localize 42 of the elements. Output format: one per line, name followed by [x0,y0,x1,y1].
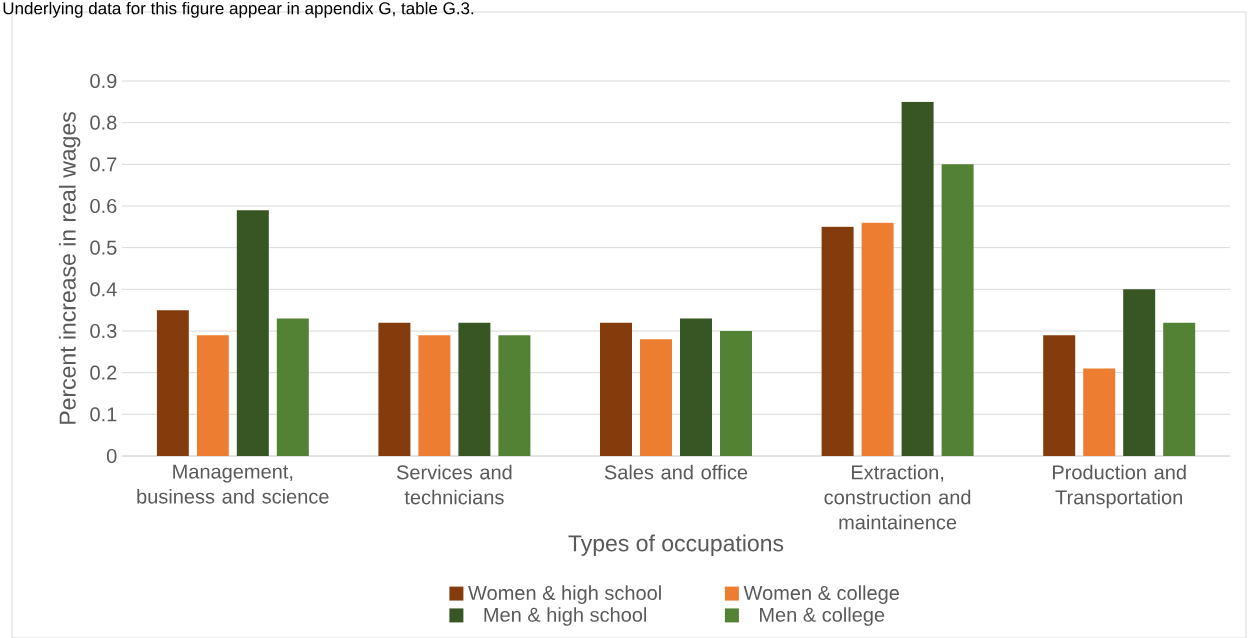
x-tick-label: Extraction, construction and maintainence [824,464,971,530]
bar [1123,289,1156,456]
bar [1083,368,1116,456]
legend-label: Women & high school [468,585,661,604]
y-tick-label: 0.9 [90,73,117,89]
bar [861,222,894,456]
bar [236,210,269,456]
bar [680,318,712,456]
bar [378,322,411,456]
bar [901,101,934,456]
legend-label: Men & college [760,607,885,626]
x-tick-label: Sales and office [604,464,748,480]
y-tick-label: 0 [106,448,117,464]
y-tick-label: 0.8 [90,115,117,130]
bar [498,335,531,456]
x-axis-title: Types of occupations [568,534,784,556]
legend-label: Women & college [743,585,900,604]
y-tick-label: 0.5 [90,240,117,255]
bar [1163,322,1196,456]
y-tick-label: 0.7 [90,157,117,172]
bar [418,335,451,456]
bar [458,322,491,456]
y-tick-label: 0.1 [90,407,117,422]
bar [821,226,854,456]
bar [156,310,189,456]
x-tick-label: Services and technicians [396,464,512,505]
bar [720,330,753,456]
y-tick-label: 0.4 [90,282,117,297]
bar [1043,335,1076,456]
x-tick-label: Management, business and science [137,464,329,504]
bar [600,322,632,456]
text: Underlying data for this figure appear in appendix G, table G.3. [3,1,474,18]
y-tick-label: 0.2 [90,365,117,380]
x-tick-label: Production and Transportation [1053,464,1186,509]
y-axis-title: Percent increase in real wages [58,112,81,424]
legend-label: Men & high school [484,607,647,626]
y-tick-label: 0.6 [90,198,117,214]
bar [196,335,229,456]
bar [941,164,974,456]
bar [276,318,309,456]
y-tick-label: 0.3 [90,323,117,339]
bar [640,339,672,456]
